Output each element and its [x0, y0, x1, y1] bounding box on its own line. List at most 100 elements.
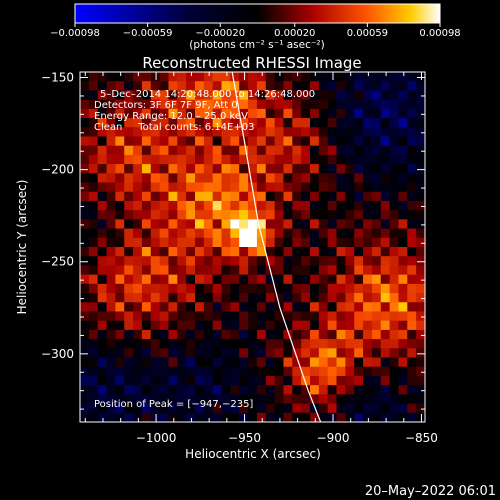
heatmap-cell — [265, 200, 275, 211]
heatmap-cell — [221, 154, 231, 165]
heatmap-cell — [221, 412, 231, 422]
heatmap-cell — [248, 118, 258, 128]
heatmap-cell — [389, 127, 399, 138]
heatmap-cell — [416, 311, 425, 322]
heatmap-cell — [88, 302, 99, 313]
heatmap-cell — [283, 385, 293, 395]
heatmap-cell — [248, 99, 258, 110]
heatmap-cell — [283, 357, 293, 368]
heatmap-cell — [230, 90, 240, 101]
heatmap-cell — [336, 311, 346, 322]
heatmap-cell — [416, 283, 425, 294]
heatmap-cell — [407, 311, 417, 322]
heatmap-cell — [168, 385, 178, 395]
heatmap-cell — [292, 283, 302, 294]
heatmap-cell — [124, 311, 134, 322]
heatmap-cell — [186, 154, 196, 165]
heatmap-cell — [256, 72, 267, 82]
heatmap-cell — [248, 136, 258, 147]
heatmap-cell — [88, 90, 99, 101]
heatmap-cell — [327, 164, 337, 174]
heatmap-cell — [239, 72, 249, 82]
heatmap-cell — [141, 72, 152, 82]
heatmap-cell — [106, 99, 116, 110]
heatmap-cell — [425, 311, 434, 321]
heatmap-cell — [221, 311, 231, 322]
heatmap-cell — [159, 311, 169, 322]
heatmap-cell — [425, 367, 434, 377]
heatmap-cell — [345, 385, 355, 395]
heatmap-cell — [256, 385, 267, 395]
heatmap-cell — [248, 357, 258, 368]
heatmap-cell — [186, 302, 196, 313]
heatmap-cell — [124, 136, 134, 147]
heatmap-cell — [318, 237, 329, 248]
heatmap-cell — [283, 348, 293, 359]
heatmap-cell — [177, 191, 187, 202]
heatmap-cell — [274, 256, 284, 267]
heatmap-cell — [168, 154, 178, 165]
heatmap-cell — [336, 366, 346, 377]
heatmap-cell — [203, 200, 214, 211]
heatmap-cell — [239, 375, 249, 386]
heatmap-cell — [380, 200, 390, 211]
heatmap-cell — [115, 348, 125, 359]
heatmap-cell — [150, 265, 160, 276]
heatmap-cell — [371, 403, 382, 414]
heatmap-cell — [186, 256, 196, 267]
heatmap-cell — [310, 72, 320, 82]
heatmap-cell — [310, 99, 320, 110]
heatmap-cell — [115, 375, 125, 386]
heatmap-cell — [80, 412, 90, 422]
heatmap-cell — [80, 394, 90, 405]
heatmap-cell — [380, 366, 390, 377]
heatmap-cell — [221, 403, 231, 414]
heatmap-cell — [318, 256, 329, 267]
heatmap-cell — [186, 348, 196, 359]
heatmap-cell — [301, 99, 311, 110]
heatmap-cell — [115, 90, 125, 101]
heatmap-cell — [301, 265, 311, 276]
heatmap-cell — [168, 99, 178, 110]
heatmap-cell — [195, 329, 205, 340]
heatmap-cell — [327, 320, 337, 331]
heatmap-cell — [221, 72, 231, 82]
heatmap-cell — [80, 339, 90, 349]
heatmap-cell — [407, 90, 417, 101]
heatmap-cell — [141, 191, 152, 202]
heatmap-cell — [88, 394, 99, 405]
heatmap-cell — [248, 173, 258, 184]
heatmap-cell — [265, 302, 275, 313]
heatmap-cell — [416, 72, 425, 82]
colorbar-tick-label: 0.00098 — [419, 28, 460, 39]
heatmap-cell — [115, 154, 125, 165]
heatmap-cell — [115, 81, 125, 92]
heatmap-cell — [265, 108, 275, 119]
heatmap-cell — [256, 403, 267, 414]
heatmap-cell — [124, 274, 134, 285]
heatmap-cell — [88, 210, 99, 220]
heatmap-cell — [159, 265, 169, 276]
heatmap-cell — [398, 394, 408, 405]
heatmap-cell — [389, 366, 399, 377]
heatmap-cell — [195, 228, 205, 239]
heatmap-cell — [239, 265, 249, 276]
heatmap-cell — [310, 311, 320, 322]
heatmap-cell — [274, 108, 284, 119]
heatmap-cell — [150, 99, 160, 110]
heatmap-cell — [310, 164, 320, 174]
heatmap-cell — [336, 283, 346, 294]
heatmap-cell — [124, 256, 134, 267]
heatmap-cell — [203, 237, 214, 248]
heatmap-cell — [354, 228, 364, 239]
heatmap-cell — [186, 385, 196, 395]
heatmap-cell — [380, 228, 390, 239]
heatmap-cell — [363, 247, 373, 257]
heatmap-cell — [301, 339, 311, 349]
heatmap-cell — [265, 191, 275, 202]
heatmap-cell — [88, 348, 99, 359]
heatmap-cell — [177, 403, 187, 414]
heatmap-cell — [425, 229, 434, 239]
heatmap-cell — [133, 164, 143, 174]
heatmap-cell — [354, 274, 364, 285]
